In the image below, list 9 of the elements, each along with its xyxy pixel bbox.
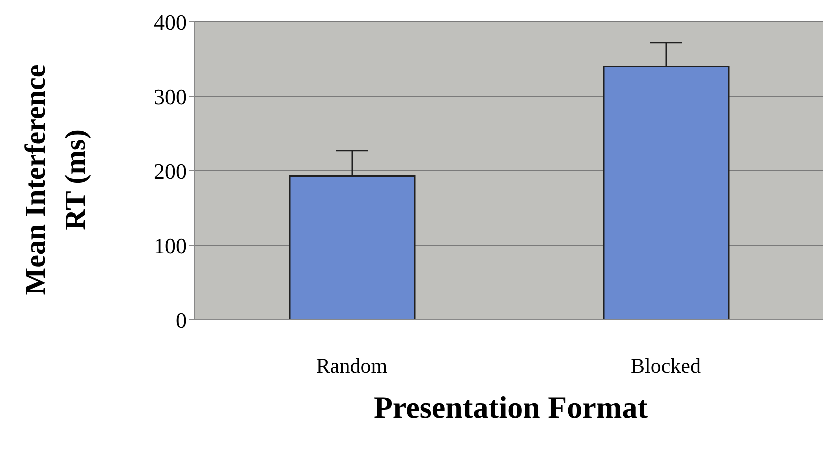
y-tick-label: 0: [176, 308, 187, 333]
y-tick-label: 300: [154, 84, 187, 110]
y-axis-title: Mean Interference RT (ms): [20, 64, 92, 296]
x-tick-label: Random: [316, 354, 388, 378]
x-tick-label: Blocked: [631, 354, 702, 378]
y-tick-label: 200: [154, 158, 187, 184]
x-axis-title: Presentation Format: [372, 390, 650, 426]
y-tick-label: 100: [154, 233, 187, 258]
y-tick-label: 400: [154, 10, 187, 35]
